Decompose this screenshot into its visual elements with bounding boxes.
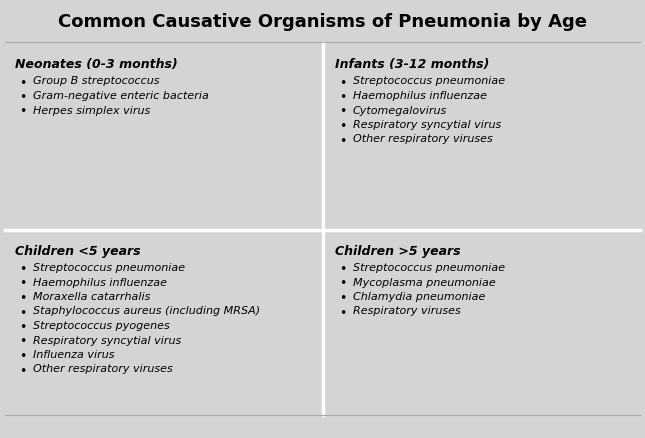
Text: •: • xyxy=(339,120,346,133)
Text: Infants (3-12 months): Infants (3-12 months) xyxy=(335,58,490,71)
Text: Chlamydia pneumoniae: Chlamydia pneumoniae xyxy=(353,292,486,302)
Text: Streptococcus pyogenes: Streptococcus pyogenes xyxy=(33,321,170,331)
Text: •: • xyxy=(339,292,346,305)
Text: Streptococcus pneumoniae: Streptococcus pneumoniae xyxy=(33,263,185,273)
Text: Other respiratory viruses: Other respiratory viruses xyxy=(353,134,493,145)
Text: •: • xyxy=(19,91,26,104)
Text: •: • xyxy=(19,321,26,334)
Text: Children <5 years: Children <5 years xyxy=(15,244,141,258)
Text: •: • xyxy=(19,336,26,349)
Text: •: • xyxy=(19,77,26,89)
Text: Respiratory syncytial virus: Respiratory syncytial virus xyxy=(353,120,501,130)
Text: Cytomegalovirus: Cytomegalovirus xyxy=(353,106,447,116)
Text: •: • xyxy=(19,292,26,305)
Text: •: • xyxy=(339,134,346,148)
Text: •: • xyxy=(19,307,26,319)
Text: •: • xyxy=(339,91,346,104)
Text: Mycoplasma pneumoniae: Mycoplasma pneumoniae xyxy=(353,278,496,287)
Text: Herpes simplex virus: Herpes simplex virus xyxy=(33,106,150,116)
Text: Haemophilus influenzae: Haemophilus influenzae xyxy=(33,278,167,287)
Text: Staphylococcus aureus (including MRSA): Staphylococcus aureus (including MRSA) xyxy=(33,307,260,317)
Text: Respiratory syncytial virus: Respiratory syncytial virus xyxy=(33,336,181,346)
Text: •: • xyxy=(19,364,26,378)
Text: Other respiratory viruses: Other respiratory viruses xyxy=(33,364,173,374)
Text: •: • xyxy=(19,263,26,276)
Text: Common Causative Organisms of Pneumonia by Age: Common Causative Organisms of Pneumonia … xyxy=(57,13,586,31)
Text: Haemophilus influenzae: Haemophilus influenzae xyxy=(353,91,487,101)
Text: Streptococcus pneumoniae: Streptococcus pneumoniae xyxy=(353,77,505,86)
Text: Group B streptococcus: Group B streptococcus xyxy=(33,77,159,86)
Text: Moraxella catarrhalis: Moraxella catarrhalis xyxy=(33,292,150,302)
Text: Streptococcus pneumoniae: Streptococcus pneumoniae xyxy=(353,263,505,273)
Text: Neonates (0-3 months): Neonates (0-3 months) xyxy=(15,58,178,71)
Text: Children >5 years: Children >5 years xyxy=(335,244,461,258)
Text: Influenza virus: Influenza virus xyxy=(33,350,115,360)
Text: •: • xyxy=(19,350,26,363)
Text: •: • xyxy=(19,278,26,290)
Bar xyxy=(0,0,645,42)
Text: •: • xyxy=(339,77,346,89)
Text: •: • xyxy=(19,106,26,119)
Text: •: • xyxy=(339,307,346,319)
Text: Respiratory viruses: Respiratory viruses xyxy=(353,307,461,317)
Text: Gram-negative enteric bacteria: Gram-negative enteric bacteria xyxy=(33,91,209,101)
Text: •: • xyxy=(339,278,346,290)
Text: •: • xyxy=(339,263,346,276)
Text: •: • xyxy=(339,106,346,119)
